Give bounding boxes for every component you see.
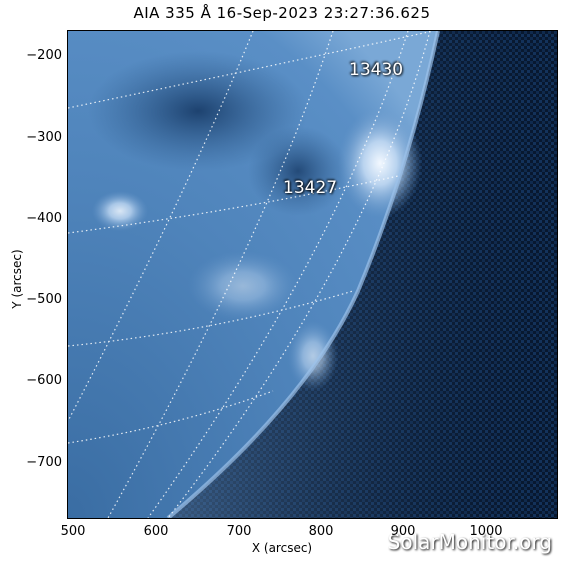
longitude-line: [167, 31, 431, 518]
dark-region: [248, 126, 348, 216]
y-tick-label: −700: [26, 455, 62, 470]
y-tick-label: −600: [26, 373, 62, 388]
latitude-line: [68, 390, 274, 444]
x-tick-label: 900: [390, 524, 416, 539]
longitude-line: [68, 31, 254, 422]
image-title: AIA 335 Å 16-Sep-2023 23:27:36.625: [133, 4, 431, 22]
active-region-label: 13427: [283, 178, 338, 198]
x-axis-label: X (arcsec): [251, 541, 313, 555]
longitude-line: [107, 31, 334, 518]
y-axis-label: Y (arcsec): [10, 249, 24, 309]
active-region-brightening: [92, 191, 148, 231]
x-tick-label: 800: [308, 524, 334, 539]
y-tick-label: −500: [26, 292, 62, 307]
x-tick-label: 700: [226, 524, 252, 539]
active-region-label: 13430: [349, 60, 404, 80]
coordinate-grid: [68, 31, 434, 518]
y-tick-label: −400: [26, 211, 62, 226]
diffuse-emission: [188, 251, 298, 321]
x-tick-label: 1000: [469, 524, 503, 539]
solar-image: [67, 30, 558, 519]
y-tick-label: −200: [26, 48, 62, 63]
solar-image-svg: [68, 31, 557, 518]
x-tick-label: 500: [60, 524, 86, 539]
limb: [166, 31, 440, 518]
dark-region: [88, 51, 308, 171]
latitude-line: [68, 31, 434, 109]
loop-emission: [288, 321, 338, 391]
active-region-brightening: [338, 108, 422, 218]
y-tick-label: −300: [26, 130, 62, 145]
watermark: SolarMonitor.org: [387, 530, 552, 554]
x-tick-label: 600: [143, 524, 169, 539]
longitude-line: [147, 31, 409, 518]
